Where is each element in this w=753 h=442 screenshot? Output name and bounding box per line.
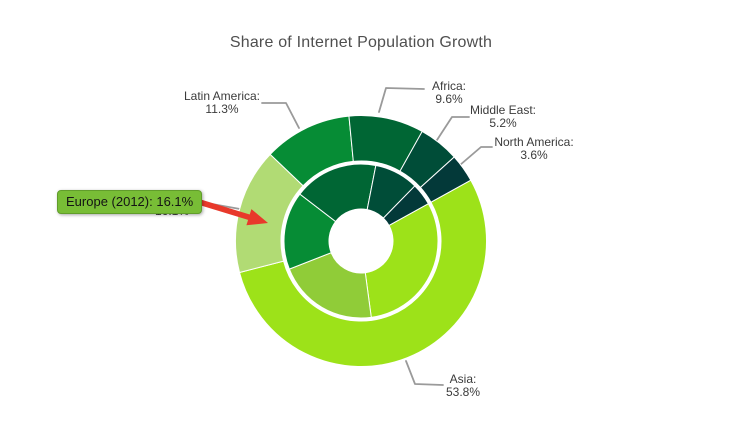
chart-title: Share of Internet Population Growth bbox=[229, 34, 493, 51]
data-label-north-america-category: North America: bbox=[494, 135, 573, 149]
label-connector-middle-east bbox=[436, 116, 470, 141]
label-connector-north-america bbox=[459, 146, 493, 166]
slice-north-america-2011[interactable] bbox=[382, 185, 430, 227]
label-connector-africa bbox=[378, 87, 425, 113]
slice-europe-2011[interactable] bbox=[288, 252, 372, 319]
slice-asia-2011[interactable] bbox=[364, 202, 439, 318]
data-label-north-america-value: 3.6% bbox=[520, 148, 548, 162]
data-label-asia-category: Asia: bbox=[450, 372, 477, 386]
data-label-asia-value: 53.8% bbox=[446, 385, 480, 399]
slice-asia-2012[interactable] bbox=[238, 179, 487, 368]
tooltip-text: Europe (2012): 16.1% bbox=[66, 194, 194, 209]
label-connector-latin-america bbox=[261, 102, 300, 129]
data-label-latin-america-value: 11.3% bbox=[205, 102, 238, 116]
slice-north-america-2012[interactable] bbox=[419, 156, 472, 203]
label-connector-asia bbox=[405, 360, 444, 386]
data-label-middle-east-value: 5.2% bbox=[489, 116, 517, 130]
data-label-latin-america-category: Latin America: bbox=[184, 89, 260, 103]
tooltip: Europe (2012): 16.1% bbox=[57, 190, 203, 214]
data-label-africa-value: 9.6% bbox=[435, 92, 463, 106]
data-label-middle-east-category: Middle East: bbox=[470, 103, 536, 117]
data-label-africa-category: Africa: bbox=[432, 79, 466, 93]
annotation-arrow-icon bbox=[195, 198, 268, 226]
